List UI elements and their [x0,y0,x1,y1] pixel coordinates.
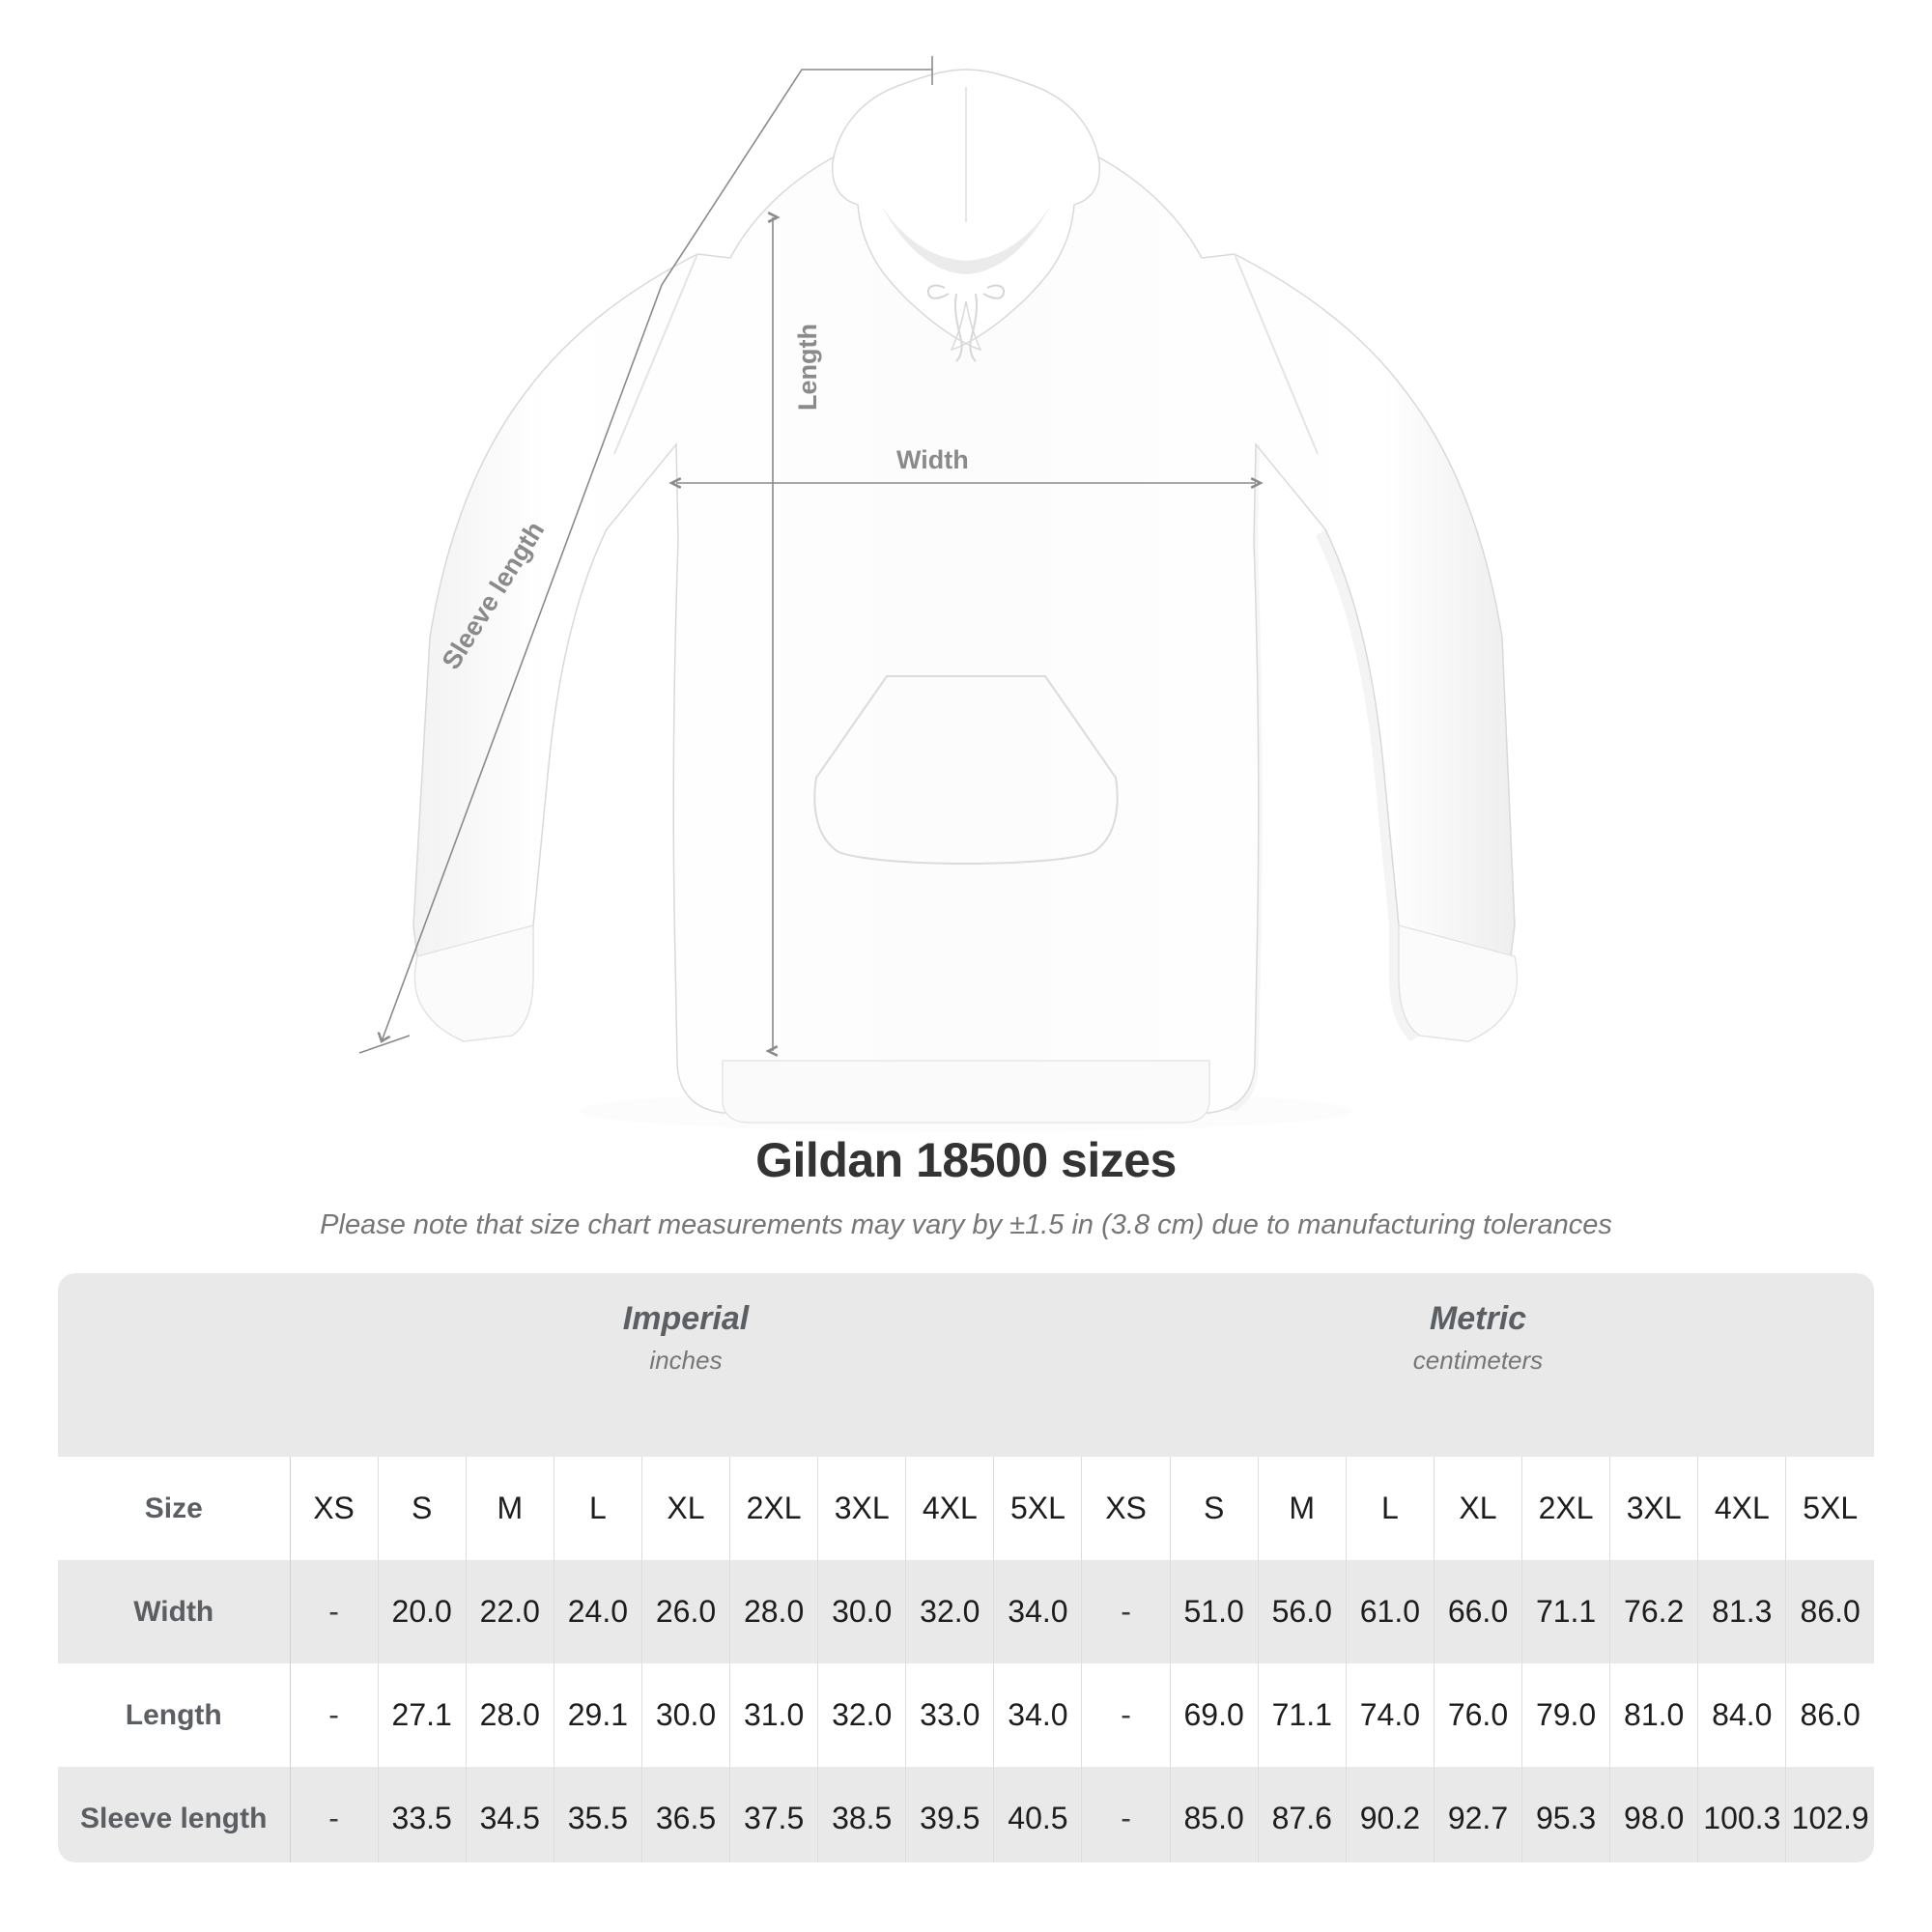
svg-text:Length: Length [793,324,822,411]
svg-text:Width: Width [896,445,969,474]
